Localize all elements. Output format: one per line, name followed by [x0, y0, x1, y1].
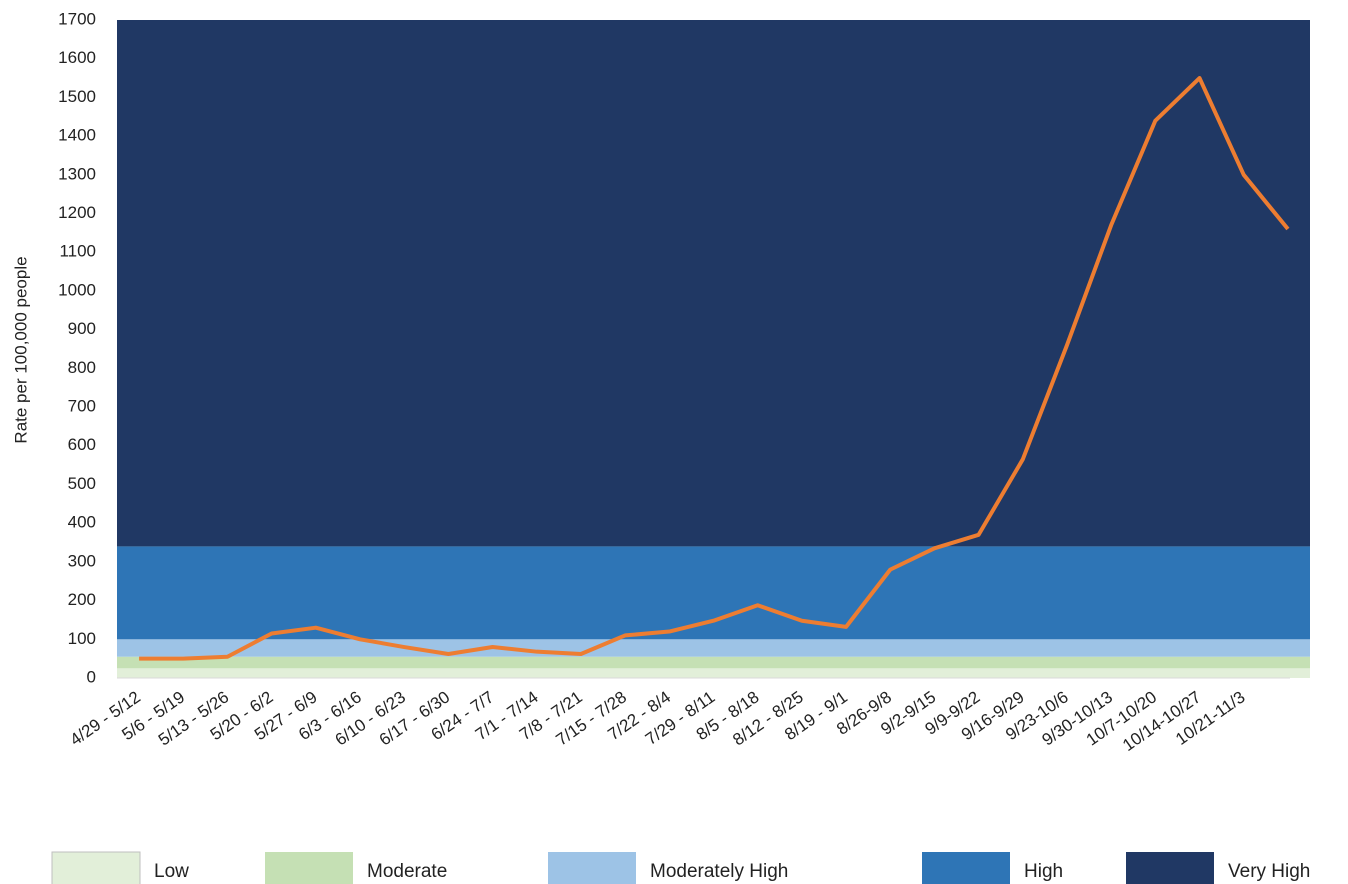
y-axis-label: Rate per 100,000 people [11, 256, 30, 443]
band [117, 656, 1310, 669]
legend-swatch [1126, 852, 1214, 884]
y-tick-label: 900 [68, 319, 96, 338]
legend-swatch [51, 851, 141, 884]
y-tick-label: 700 [68, 397, 96, 416]
legend-label: Moderately High [650, 861, 788, 882]
y-tick-label: 500 [68, 474, 96, 493]
legend-swatch [548, 852, 636, 884]
y-tick-label: 1500 [58, 87, 96, 106]
legend-label: Low [154, 861, 189, 882]
y-tick-label: 300 [68, 551, 96, 570]
legend: Low Moderate Moderately High High Very High [51, 851, 1310, 884]
y-tick-label: 400 [68, 513, 96, 532]
y-tick-label: 0 [87, 667, 96, 686]
legend-label: High [1024, 861, 1063, 882]
y-tick-label: 1200 [58, 203, 96, 222]
band [117, 668, 1310, 678]
y-tick-label: 1700 [58, 9, 96, 28]
y-tick-label: 100 [68, 629, 96, 648]
band [117, 639, 1310, 657]
legend-label: Very High [1228, 861, 1310, 882]
y-tick-label: 1300 [58, 164, 96, 183]
y-tick-label: 1400 [58, 126, 96, 145]
line [139, 76, 1290, 661]
band [117, 20, 1310, 547]
y-tick-label: 600 [68, 435, 96, 454]
band [117, 546, 1310, 640]
y-tick-label: 800 [68, 358, 96, 377]
y-tick-label: 1600 [58, 48, 96, 67]
y-tick-label: 200 [68, 590, 96, 609]
legend-swatch [265, 852, 353, 884]
legend-label: Moderate [367, 861, 447, 882]
y-tick-label: 1100 [59, 242, 96, 261]
legend-swatch [922, 852, 1010, 884]
y-tick-label: 1000 [58, 280, 96, 299]
